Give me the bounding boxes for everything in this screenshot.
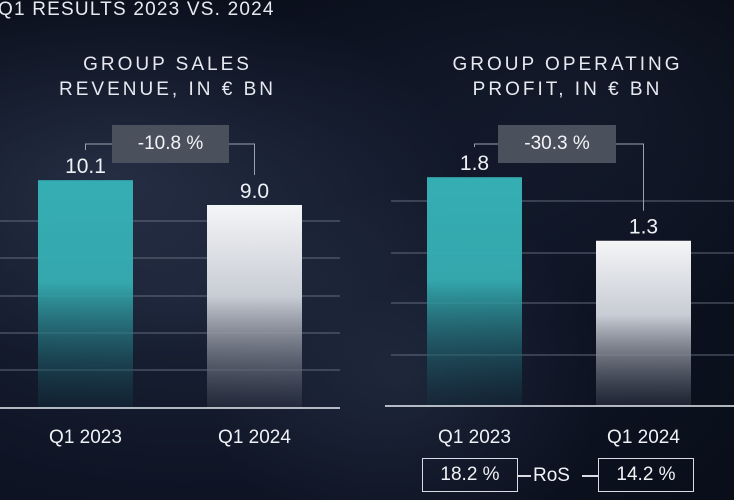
page-title: Q1 RESULTS 2023 VS. 2024 — [0, 0, 275, 20]
chart-title-line2: PROFIT, IN € BN — [472, 79, 663, 100]
bar — [38, 180, 133, 408]
ros-value-2024: 14.2 % — [598, 458, 694, 492]
ros-connector — [582, 475, 598, 477]
change-connector — [616, 143, 644, 211]
operating-profit-chart: GROUP OPERATING PROFIT, IN € BN 1.8 1.3 Q1… — [385, 0, 734, 500]
ros-label: RoS — [533, 465, 570, 486]
chart-title: GROUP SALES REVENUE, IN € BN — [0, 52, 335, 102]
ros-row: 18.2 % RoS 14.2 % — [385, 458, 734, 494]
category-label: Q1 2024 — [218, 427, 291, 448]
change-badge: -10.8 % — [112, 125, 229, 163]
chart-title-line2: REVENUE, IN € BN — [59, 79, 276, 100]
value-label: 9.0 — [240, 180, 269, 203]
chart-plot: 10.1 9.0 Q1 2023 Q1 2024 — [0, 143, 340, 448]
chart-title-line1: GROUP SALES — [83, 54, 252, 75]
value-label: 1.3 — [629, 216, 658, 239]
chart-plot: 1.8 1.3 Q1 2023 Q1 2024 — [385, 143, 734, 448]
category-label: Q1 2023 — [49, 427, 122, 448]
bar — [207, 204, 302, 408]
value-label: 1.8 — [460, 152, 489, 175]
sales-revenue-chart: GROUP SALES REVENUE, IN € BN 10.1 9.0 Q1 2… — [0, 0, 340, 500]
category-label: Q1 2023 — [438, 427, 511, 448]
bar — [596, 240, 691, 406]
ros-connector — [517, 475, 531, 477]
category-label: Q1 2024 — [607, 427, 680, 448]
change-connector — [474, 143, 498, 148]
chart-title-line1: GROUP OPERATING — [452, 54, 683, 75]
bar — [427, 177, 522, 406]
change-connector — [229, 143, 255, 175]
chart-title: GROUP OPERATING PROFIT, IN € BN — [385, 52, 734, 102]
change-badge: -30.3 % — [498, 125, 616, 163]
change-connector — [85, 143, 112, 151]
ros-value-2023: 18.2 % — [422, 458, 518, 492]
value-label: 10.1 — [65, 155, 106, 178]
